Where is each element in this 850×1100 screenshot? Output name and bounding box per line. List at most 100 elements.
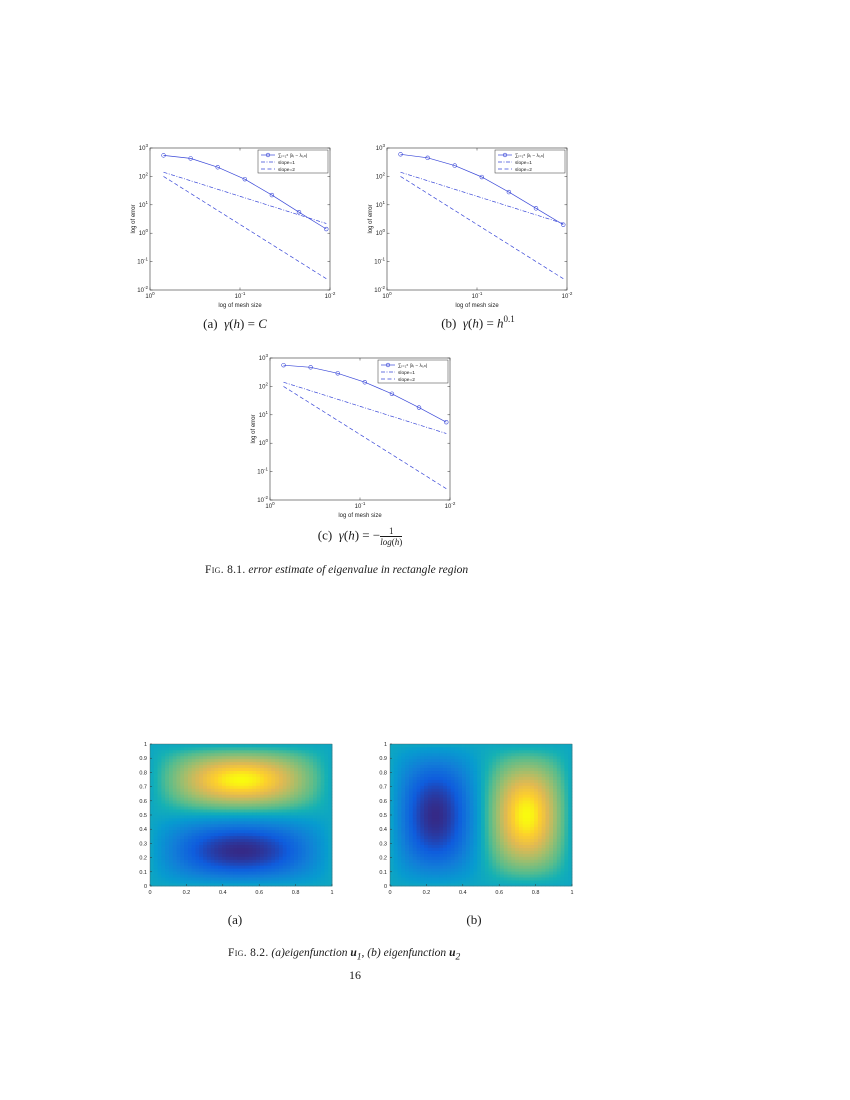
heat-cell: [515, 812, 520, 816]
heat-cell: [515, 809, 520, 813]
heat-cell: [203, 791, 208, 795]
heat-cell: [256, 841, 261, 845]
heat-cell: [263, 791, 268, 795]
heat-cell: [545, 844, 550, 848]
heat-cell: [496, 850, 501, 854]
heat-cell: [225, 758, 231, 763]
heat-cell: [309, 835, 314, 840]
heat-cell: [248, 764, 253, 769]
heat-cell: [454, 865, 459, 869]
heat-cell: [184, 746, 189, 751]
heat-cell: [515, 835, 520, 840]
heat-cell: [507, 806, 512, 810]
heat-cell: [458, 770, 463, 774]
heat-cell: [237, 776, 242, 780]
heat-cell: [465, 850, 471, 854]
heat-cell: [443, 865, 448, 869]
heat-cell: [271, 874, 276, 878]
heat-cell: [537, 770, 543, 774]
heat-cell: [290, 856, 295, 860]
heat-cell: [168, 764, 174, 769]
heat-cell: [199, 826, 204, 831]
heat-cell: [214, 826, 219, 831]
heat-cell: [218, 785, 223, 789]
figure-8-2-label: Fig. 8.2.: [228, 947, 269, 959]
heat-cell: [416, 791, 421, 795]
heat-cell: [541, 838, 546, 843]
heat-cell: [282, 809, 287, 813]
heat-cell: [537, 761, 543, 766]
heat-cell: [496, 841, 501, 845]
heat-cell: [294, 812, 299, 816]
heat-cell: [465, 883, 471, 887]
heat-cell: [526, 809, 531, 813]
heat-cell: [233, 859, 238, 863]
heat-cell: [397, 832, 402, 837]
heat-cell: [530, 788, 535, 792]
heat-cell: [275, 794, 280, 798]
heat-cell: [320, 859, 325, 863]
heat-cell: [282, 746, 287, 751]
heat-cell: [420, 832, 425, 837]
heat-cell: [168, 815, 174, 819]
heat-cell: [271, 865, 276, 869]
heat-cell: [488, 832, 493, 837]
heat-cell: [286, 847, 291, 851]
heat-cell: [150, 782, 155, 786]
heat-cell: [431, 829, 436, 834]
heat-cell: [168, 776, 174, 780]
heat-cell: [424, 850, 429, 854]
heat-cell: [412, 746, 417, 751]
heat-cell: [237, 758, 242, 763]
heat-cell: [210, 791, 215, 795]
heat-cell: [214, 806, 219, 810]
heat-cell: [165, 862, 170, 866]
heat-cell: [518, 806, 524, 810]
heat-cell: [416, 744, 421, 748]
heat-cell: [225, 826, 231, 831]
heat-cell: [503, 862, 508, 866]
heat-cell: [286, 779, 291, 783]
heat-cell: [267, 856, 272, 860]
heat-cell: [473, 744, 478, 748]
heat-cell: [443, 797, 448, 801]
heat-cell: [458, 871, 463, 875]
heat-cell: [515, 785, 520, 789]
heat-cell: [488, 758, 493, 763]
heat-cell: [286, 782, 291, 786]
heat-cell: [294, 746, 299, 751]
heat-cell: [237, 823, 242, 828]
x-tick-label: 0.6: [255, 890, 263, 896]
heat-cell: [484, 841, 489, 845]
heat-cell: [168, 871, 174, 875]
heat-cell: [465, 844, 471, 848]
heat-cell: [518, 868, 524, 872]
heat-cell: [316, 776, 322, 780]
heat-cell: [328, 880, 333, 884]
heat-cell: [252, 770, 257, 774]
heat-cell: [393, 782, 398, 786]
series-line-0: [400, 153, 564, 226]
heat-cell: [195, 862, 200, 866]
heat-cell: [184, 773, 189, 777]
heat-cell: [481, 785, 486, 789]
heat-cell: [507, 791, 512, 795]
heat-cell: [507, 838, 512, 843]
heat-cell: [157, 859, 162, 863]
heat-cell: [518, 853, 524, 857]
heat-cell: [275, 770, 280, 774]
heat-cell: [408, 744, 414, 748]
heat-cell: [496, 832, 501, 837]
heat-cell: [553, 791, 558, 795]
heat-cell: [241, 779, 246, 783]
heat-cell: [241, 832, 246, 837]
heat-cell: [484, 844, 489, 848]
heat-cell: [408, 809, 414, 813]
heat-cell: [477, 767, 482, 772]
heat-cell: [195, 779, 200, 783]
heat-cell: [427, 803, 433, 807]
heat-cell: [324, 785, 329, 789]
heat-cell: [313, 832, 318, 837]
heat-cell: [507, 817, 512, 822]
heat-cell: [229, 770, 234, 774]
